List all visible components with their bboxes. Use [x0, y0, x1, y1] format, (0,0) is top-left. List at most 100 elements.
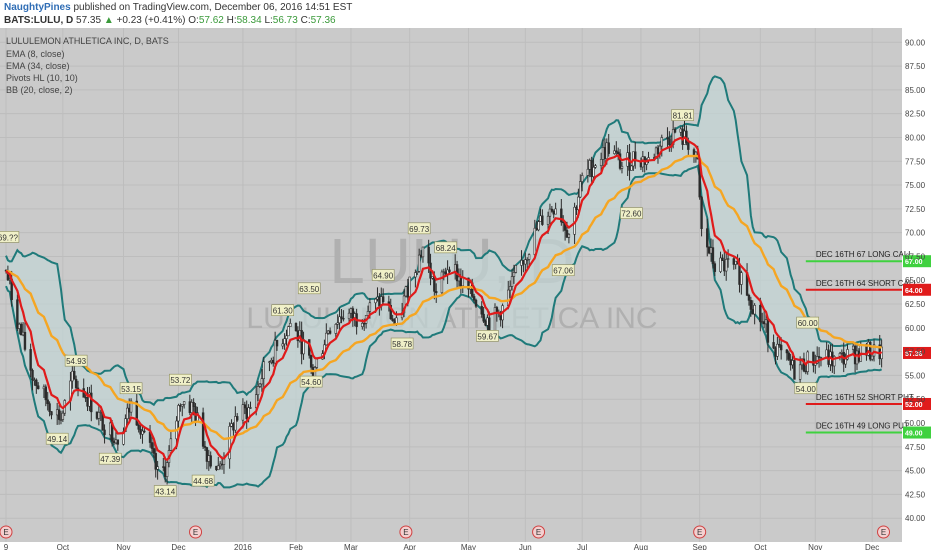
- candle-body: [510, 276, 514, 287]
- strike-label: DEC 16TH 52 SHORT PUT: [816, 393, 914, 402]
- pivot-box: [45, 432, 69, 445]
- candle-body: [162, 466, 165, 468]
- time-tick-label: 9: [4, 543, 9, 550]
- candle-body: [618, 153, 622, 169]
- candle-body: [764, 319, 768, 325]
- candle-body: [254, 394, 258, 408]
- candle-body: [442, 271, 446, 273]
- candle-body: [192, 402, 195, 407]
- candle-body: [273, 339, 277, 364]
- bollinger-fill: [6, 76, 882, 488]
- candle-body: [508, 286, 512, 291]
- candle-body: [550, 208, 554, 212]
- candle-body: [336, 322, 339, 325]
- legend-ema-slow[interactable]: EMA (34, close): [6, 61, 70, 71]
- candle-body: [798, 364, 802, 380]
- candle-body: [334, 323, 337, 334]
- publish-line: NaughtyPines published on TradingView.co…: [4, 2, 352, 13]
- price-tick-label: 87.50: [905, 62, 926, 71]
- time-axis[interactable]: [0, 542, 932, 550]
- candle-body: [285, 335, 288, 339]
- candle-body: [16, 299, 19, 329]
- candle-body: [567, 234, 571, 238]
- pivot-value: 69.??: [0, 233, 18, 242]
- candle-body: [732, 258, 735, 265]
- bollinger-bands: [5, 75, 883, 489]
- candle-body: [152, 448, 156, 454]
- strike-price-tag: [903, 397, 931, 410]
- strike-price-tag: [903, 255, 931, 268]
- candle-body: [709, 247, 713, 254]
- candle-body: [347, 312, 351, 320]
- candle-body: [283, 338, 286, 345]
- candle-body: [222, 458, 226, 465]
- open-value: 57.62: [198, 15, 224, 26]
- earnings-marker: [877, 525, 891, 539]
- grid: [0, 28, 902, 542]
- pivot-value: 47.39: [100, 455, 121, 464]
- candle-body: [791, 360, 794, 366]
- price-tick-label: 65.00: [905, 276, 926, 285]
- candle-body: [725, 258, 728, 272]
- candle-body: [601, 147, 605, 160]
- candle-body: [33, 379, 36, 382]
- candle-body: [71, 370, 74, 382]
- pivot-box: [191, 474, 215, 487]
- open-label: O:: [188, 15, 199, 26]
- candle-body: [366, 311, 370, 316]
- time-tick-label: Jul: [577, 543, 587, 550]
- legend-title[interactable]: LULULEMON ATHLETICA INC, D, BATS: [6, 36, 169, 46]
- candle-body: [459, 276, 463, 287]
- candle-body: [819, 356, 823, 359]
- earnings-marker-label: E: [881, 528, 886, 537]
- candle-body: [143, 430, 146, 433]
- legend-ema-fast[interactable]: EMA (8, close): [6, 49, 65, 59]
- candle-body: [112, 441, 116, 444]
- pivot-value: 53.15: [121, 385, 142, 394]
- earnings-marker-label: E: [403, 528, 408, 537]
- candle-body: [275, 339, 279, 347]
- price-tick-label: 67.50: [905, 252, 926, 261]
- candle-body: [245, 407, 248, 420]
- legend-pivots[interactable]: Pivots HL (10, 10): [6, 73, 78, 83]
- earnings-marker-label: E: [697, 528, 702, 537]
- legend-bollinger[interactable]: BB (20, close, 2): [6, 85, 73, 95]
- candle-body: [338, 316, 341, 324]
- author-link[interactable]: NaughtyPines: [4, 2, 71, 13]
- price-chart[interactable]: LULU, D LULULEMON ATHLETICA INC DEC 16TH…: [0, 28, 932, 550]
- time-tick-label: Sep: [693, 543, 708, 550]
- pivot-value: 68.24: [436, 244, 457, 253]
- ema-8-line: [5, 136, 883, 462]
- candle-body: [855, 350, 859, 365]
- pivot-box: [297, 282, 321, 295]
- candle-body: [164, 466, 167, 477]
- candle-body: [116, 439, 120, 445]
- candle-body: [381, 296, 385, 303]
- candle-body: [753, 304, 756, 315]
- candle-body: [209, 455, 212, 467]
- price-change: +0.23 (+0.41%): [116, 15, 186, 26]
- candle-body: [327, 330, 330, 334]
- candle-body: [687, 142, 690, 150]
- publish-info: published on TradingView.com, December 0…: [70, 2, 353, 13]
- candle-body: [726, 258, 730, 260]
- ema-34-line: [5, 154, 882, 441]
- candle-body: [514, 265, 518, 273]
- candle-body: [844, 358, 847, 365]
- candle-body: [594, 165, 597, 168]
- candle-body: [751, 309, 754, 315]
- candle-body: [256, 386, 260, 396]
- price-tick-label: 55.00: [905, 371, 926, 380]
- candle-body: [421, 246, 425, 258]
- candle-body: [772, 342, 775, 349]
- candle-body: [719, 257, 722, 272]
- candle-body: [48, 403, 51, 412]
- pivot-value: 59.67: [477, 332, 498, 341]
- pivot-box: [407, 222, 431, 235]
- candle-body: [673, 129, 677, 133]
- candle-body: [802, 358, 806, 372]
- candle-body: [260, 378, 264, 385]
- close-label: C:: [300, 15, 311, 26]
- candle-body: [328, 330, 332, 334]
